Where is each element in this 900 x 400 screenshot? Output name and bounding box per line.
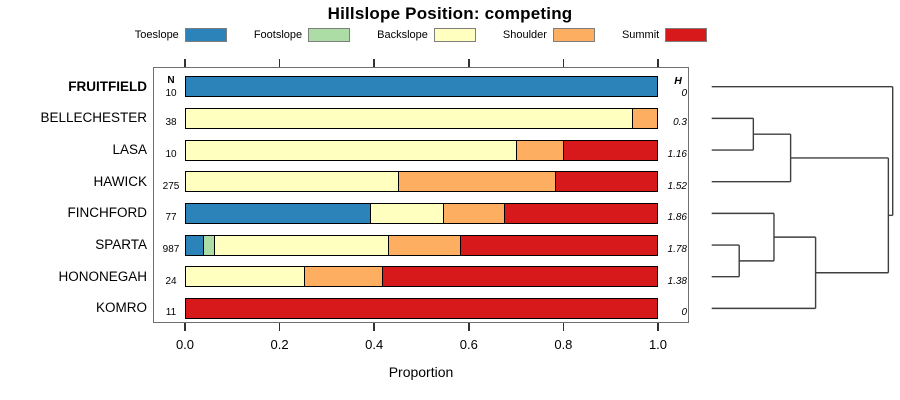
legend-item-footslope: Footslope xyxy=(253,28,351,42)
legend-item-toeslope: Toeslope xyxy=(135,28,227,42)
h-column-header: H xyxy=(674,74,682,87)
x-tick-label: 0.8 xyxy=(554,337,573,352)
legend-item-backslope: Backslope xyxy=(377,28,476,42)
h-value-komro: 0 xyxy=(681,307,687,319)
x-tick-top xyxy=(562,59,565,67)
row-label-hononegah: HONONEGAH xyxy=(58,268,147,284)
bar-segment-shoulder xyxy=(443,203,505,223)
n-value-bellechester: 38 xyxy=(165,117,177,129)
bar-segment-toeslope xyxy=(186,203,370,223)
x-tick-label: 0.4 xyxy=(365,337,384,352)
h-value-hawick: 1.52 xyxy=(667,180,687,192)
x-tick-top xyxy=(184,59,186,67)
row-label-sparta: SPARTA xyxy=(95,237,147,253)
n-value-finchford: 77 xyxy=(165,212,177,224)
bar-segment-toeslope xyxy=(186,77,657,97)
stacked-bar-fruitfield xyxy=(185,76,658,98)
stacked-bar-bellechester xyxy=(185,107,658,129)
bar-segment-summit xyxy=(504,203,657,223)
n-value-komro: 11 xyxy=(165,307,177,319)
x-tick-bottom xyxy=(657,323,659,331)
x-tick-top xyxy=(468,59,470,67)
x-tick-label: 1.0 xyxy=(648,337,668,352)
stacked-bar-lasa xyxy=(185,139,658,161)
n-value-lasa: 10 xyxy=(165,149,177,161)
legend-swatch-icon xyxy=(184,28,227,42)
stacked-bar-komro xyxy=(185,297,658,319)
row-label-fruitfield: FRUITFIELD xyxy=(68,78,147,94)
row-label-finchford: FINCHFORD xyxy=(67,205,148,221)
row-label-lasa: LASA xyxy=(112,142,147,158)
bar-segment-toeslope xyxy=(186,235,204,255)
n-column-header: N xyxy=(167,74,175,86)
bar-segment-backslope xyxy=(186,267,304,287)
chart-title: Hillslope Position: competing xyxy=(327,4,573,23)
n-value-hawick: 275 xyxy=(162,180,180,192)
h-value-sparta: 1.78 xyxy=(667,244,687,256)
legend-label: Toeslope xyxy=(134,29,179,41)
bar-segment-shoulder xyxy=(515,140,563,160)
h-value-hononegah: 1.38 xyxy=(667,275,687,287)
stacked-bar-finchford xyxy=(185,202,658,224)
n-value-hononegah: 24 xyxy=(165,275,177,287)
stacked-bar-hononegah xyxy=(185,266,658,288)
n-value-fruitfield: 10 xyxy=(165,88,177,100)
bar-segment-backslope xyxy=(213,235,389,255)
bar-segment-summit xyxy=(459,235,657,255)
bar-segment-backslope xyxy=(186,140,516,160)
legend-item-shoulder: Shoulder xyxy=(503,28,595,42)
h-value-fruitfield: 0 xyxy=(681,88,687,100)
x-axis-title: Proportion xyxy=(388,364,454,380)
bar-segment-shoulder xyxy=(303,267,383,287)
bar-segment-backslope xyxy=(186,108,633,128)
row-label-bellechester: BELLECHESTER xyxy=(40,110,147,126)
h-value-finchford: 1.86 xyxy=(667,212,687,224)
x-tick-bottom xyxy=(278,323,281,331)
bar-segment-shoulder xyxy=(388,235,460,255)
x-tick-label: 0.2 xyxy=(270,337,289,352)
row-label-hawick: HAWICK xyxy=(93,173,148,189)
legend-swatch-icon xyxy=(308,28,351,42)
stacked-bar-hawick xyxy=(185,171,658,193)
x-tick-bottom xyxy=(184,323,186,331)
bar-segment-summit xyxy=(562,140,657,160)
legend-label: Footslope xyxy=(253,29,303,41)
x-tick-bottom xyxy=(562,323,565,331)
x-tick-top xyxy=(657,59,659,67)
x-tick-label: 0.6 xyxy=(459,337,478,352)
bar-segment-shoulder xyxy=(632,108,657,128)
legend-item-summit: Summit xyxy=(621,28,708,42)
legend-label: Shoulder xyxy=(502,29,547,41)
x-tick-bottom xyxy=(373,323,375,331)
legend-label: Backslope xyxy=(377,29,428,41)
bar-segment-summit xyxy=(382,267,657,287)
bar-segment-summit xyxy=(186,298,657,318)
bar-segment-shoulder xyxy=(397,172,556,192)
stacked-bar-sparta xyxy=(185,234,658,256)
h-value-bellechester: 0.3 xyxy=(673,117,687,129)
x-tick-top xyxy=(373,59,375,67)
legend-swatch-icon xyxy=(552,28,595,42)
row-label-komro: KOMRO xyxy=(95,300,147,316)
legend-swatch-icon xyxy=(433,28,476,42)
legend-swatch-icon xyxy=(665,28,708,42)
bar-segment-footslope xyxy=(203,235,214,255)
bar-segment-summit xyxy=(555,172,657,192)
x-tick-top xyxy=(278,59,281,67)
bar-segment-backslope xyxy=(186,172,398,192)
legend-label: Summit xyxy=(621,29,660,41)
x-tick-label: 0.0 xyxy=(175,337,195,352)
chart-legend: Toeslope Footslope Backslope Shoulder Summit xyxy=(0,27,842,43)
n-value-sparta: 987 xyxy=(162,244,180,256)
x-tick-bottom xyxy=(468,323,470,331)
h-value-lasa: 1.16 xyxy=(667,149,687,161)
bar-segment-backslope xyxy=(369,203,444,223)
